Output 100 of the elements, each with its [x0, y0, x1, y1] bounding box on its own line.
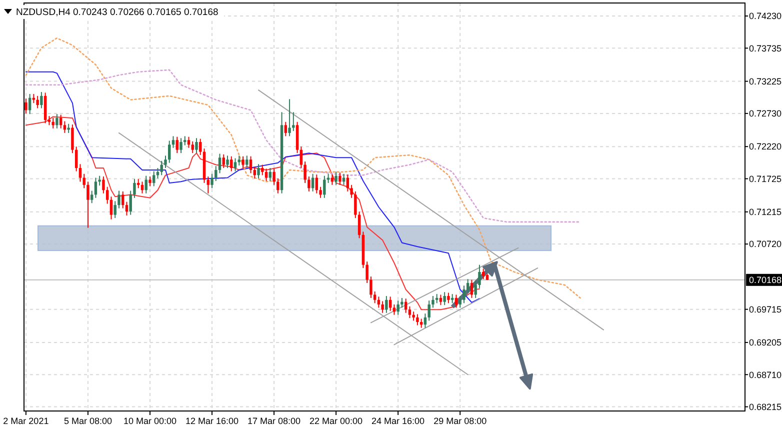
candlestick: [199, 138, 202, 156]
candlestick: [176, 136, 178, 154]
candlestick: [478, 264, 481, 289]
y-tick-label: 0.68710: [749, 370, 782, 380]
x-tick-label: 24 Mar 16:00: [372, 416, 425, 426]
candlestick: [416, 314, 419, 326]
line-series: [25, 37, 581, 299]
candlestick: [432, 296, 434, 308]
candlestick: [187, 136, 190, 148]
candlestick: [118, 190, 120, 209]
candlestick: [222, 154, 225, 169]
candlestick: [74, 146, 78, 172]
candlestick: [284, 121, 288, 137]
candlestick: [268, 168, 272, 182]
candlestick: [168, 140, 171, 164]
candlestick: [40, 92, 43, 109]
candlestick: [443, 292, 446, 306]
line-series: [25, 116, 480, 310]
candlestick: [264, 168, 268, 182]
y-tick-label: 0.74230: [749, 11, 782, 22]
candlestick: [78, 164, 82, 182]
candlestick: [82, 173, 86, 189]
y-tick-label: 0.70720: [749, 239, 782, 250]
y-tick-label: 0.71725: [749, 174, 782, 184]
candlestick: [412, 311, 415, 322]
candlestick: [56, 114, 58, 129]
candlestick: [377, 296, 380, 308]
x-tick-label: 29 Mar 08:00: [434, 416, 487, 426]
candlestick: [24, 98, 28, 114]
candlestick: [63, 120, 66, 134]
candlestick: [59, 114, 62, 129]
candlestick: [48, 116, 51, 126]
candlestick: [308, 176, 310, 192]
y-tick-label: 0.73735: [749, 43, 782, 54]
candlestick: [234, 158, 237, 172]
y-tick-label: 0.72220: [749, 142, 782, 152]
candlestick: [470, 279, 474, 298]
candlestick: [292, 112, 295, 132]
y-tick-label: 0.73225: [749, 76, 782, 86]
candlestick: [148, 176, 152, 187]
candlestick: [136, 178, 140, 189]
candlestick: [125, 201, 128, 216]
y-tick-label: 0.72730: [749, 108, 782, 119]
candlestick: [385, 296, 388, 314]
candlestick: [86, 181, 90, 228]
candlestick: [52, 117, 54, 129]
candlestick: [67, 123, 70, 134]
candlestick: [71, 124, 74, 154]
candlestick: [300, 146, 303, 169]
candlestick: [304, 161, 306, 184]
candlestick: [246, 155, 248, 169]
candlestick: [400, 297, 404, 308]
candlestick: [370, 276, 372, 298]
candlestick: [28, 93, 32, 115]
x-tick-label: 10 Mar 00:00: [123, 416, 177, 426]
chart-title: NZDUSD,H4 0.70243 0.70266 0.70165 0.70168: [16, 7, 218, 18]
x-tick-label: 5 Mar 08:00: [64, 416, 112, 426]
candlestick: [249, 156, 252, 174]
candlestick: [408, 306, 412, 319]
candlestick: [338, 172, 342, 186]
candlestick: [466, 278, 470, 294]
ref-line-label: 0.70168: [749, 275, 782, 286]
candlestick: [242, 156, 244, 169]
candlestick: [160, 160, 163, 176]
candlestick: [152, 170, 156, 187]
x-tick-label: 2 Mar 2021: [3, 416, 49, 426]
candlestick: [358, 211, 361, 239]
candlestick: [32, 93, 36, 104]
candlestick: [435, 294, 438, 304]
candlestick: [206, 176, 210, 194]
candlestick: [482, 268, 485, 280]
candlestick: [106, 186, 109, 204]
y-tick-label: 0.69205: [749, 338, 782, 348]
candlestick: [272, 168, 276, 186]
candlestick: [366, 261, 368, 284]
candlestick: [288, 98, 291, 137]
candlestick: [94, 177, 98, 198]
candlestick: [447, 292, 450, 304]
candlestick: [184, 136, 186, 146]
candlestick: [334, 171, 338, 186]
candlestick: [373, 290, 376, 304]
candlestick: [230, 156, 233, 172]
candlestick: [172, 136, 175, 148]
candlestick: [396, 300, 400, 316]
candlestick: [36, 95, 39, 109]
line-series: [25, 69, 581, 223]
candlestick: [180, 138, 182, 154]
candlestick: [450, 294, 454, 304]
candlestick: [392, 304, 396, 316]
candlestick: [195, 138, 198, 154]
x-tick-label: 22 Mar 00:00: [310, 416, 363, 426]
candlestick: [164, 155, 167, 169]
line-series: [25, 71, 480, 304]
candlestick: [315, 174, 318, 194]
candlestick: [424, 313, 427, 328]
y-tick-label: 0.68215: [749, 402, 782, 412]
candlestick: [462, 285, 466, 304]
candlestick: [114, 200, 116, 219]
x-tick-label: 12 Mar 16:00: [185, 416, 239, 426]
candlestick: [458, 296, 462, 308]
